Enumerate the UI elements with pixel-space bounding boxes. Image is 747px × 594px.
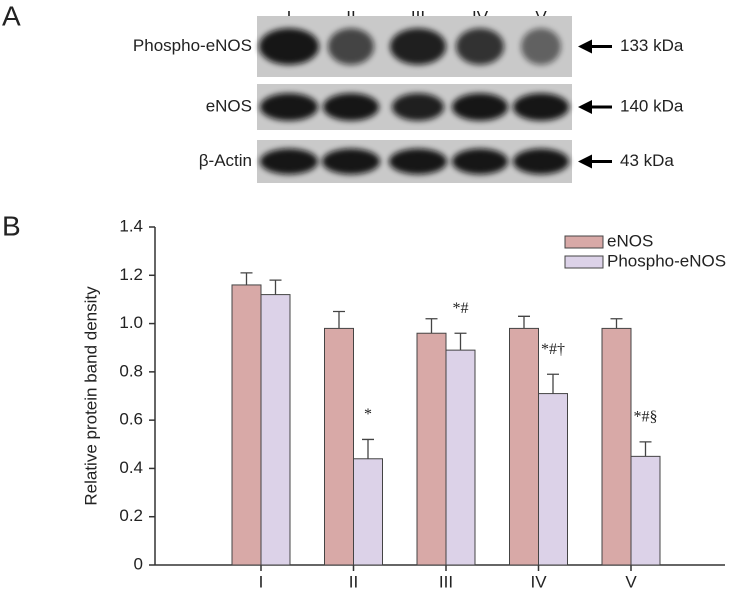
bar (260, 294, 291, 566)
bar (445, 349, 476, 566)
blot-band (452, 148, 508, 175)
y-tick-label: 0.4 (119, 458, 143, 477)
bar (630, 455, 661, 566)
error-bar (425, 318, 438, 334)
annotation: *# (453, 300, 469, 317)
y-tick-label: 0.6 (119, 410, 143, 429)
blot-band (322, 148, 380, 175)
blot-band (323, 93, 379, 121)
panel-label: A (2, 0, 21, 31)
y-tick-label: 0.2 (119, 506, 143, 525)
blot-band (392, 93, 444, 121)
size-label: 43 kDa (620, 151, 674, 170)
row-label: Phospho-eNOS (133, 36, 252, 55)
row-label: eNOS (206, 96, 252, 115)
bar (509, 327, 539, 566)
error-bar (610, 318, 623, 329)
error-bar (240, 272, 253, 285)
arrow-head (578, 39, 592, 54)
x-tick-label: V (625, 572, 637, 591)
error-bar (333, 310, 345, 329)
arrow-head (578, 154, 592, 169)
blot-band (328, 28, 374, 65)
annotation: *#§ (634, 409, 658, 426)
error-bar (518, 315, 530, 329)
y-axis-label: Relative protein band density (81, 286, 100, 506)
legend-label: eNOS (607, 231, 653, 250)
bar (416, 332, 447, 566)
x-tick-label: I (259, 572, 264, 591)
y-tick-label: 0.8 (119, 361, 143, 380)
annotation: *#† (541, 341, 565, 358)
panel-label: B (2, 210, 21, 241)
x-tick-label: IV (530, 572, 547, 591)
blot-band (390, 28, 446, 65)
bar (231, 284, 262, 566)
blot-band (389, 148, 447, 175)
blot-band (513, 148, 569, 175)
x-tick-label: II (349, 572, 358, 591)
blot-band (513, 93, 569, 121)
y-tick-label: 1.0 (119, 313, 143, 332)
size-label: 140 kDa (620, 96, 684, 115)
bar (324, 327, 354, 566)
annotation: * (364, 406, 372, 423)
legend-swatch (564, 255, 604, 269)
y-tick-label: 1.2 (119, 265, 143, 284)
legend-label: Phospho-eNOS (607, 251, 726, 270)
blot-band (452, 93, 508, 121)
legend-swatch (564, 235, 604, 249)
arrow-head (578, 100, 592, 114)
bar (601, 327, 632, 566)
blot-band (521, 28, 561, 65)
blot-band (260, 148, 318, 175)
blot-band (259, 28, 319, 65)
y-tick-label: 0 (134, 554, 143, 573)
blot-band (260, 93, 318, 121)
row-label: β-Actin (199, 151, 252, 170)
size-label: 133 kDa (620, 36, 684, 55)
y-tick-label: 1.4 (119, 216, 143, 235)
error-bar (362, 438, 374, 459)
error-bar (269, 279, 282, 295)
bar (538, 393, 568, 566)
error-bar (639, 441, 652, 457)
error-bar (547, 373, 559, 394)
bar (353, 458, 383, 566)
error-bar (454, 332, 467, 351)
x-tick-label: III (439, 572, 453, 591)
blot-band (456, 28, 504, 65)
